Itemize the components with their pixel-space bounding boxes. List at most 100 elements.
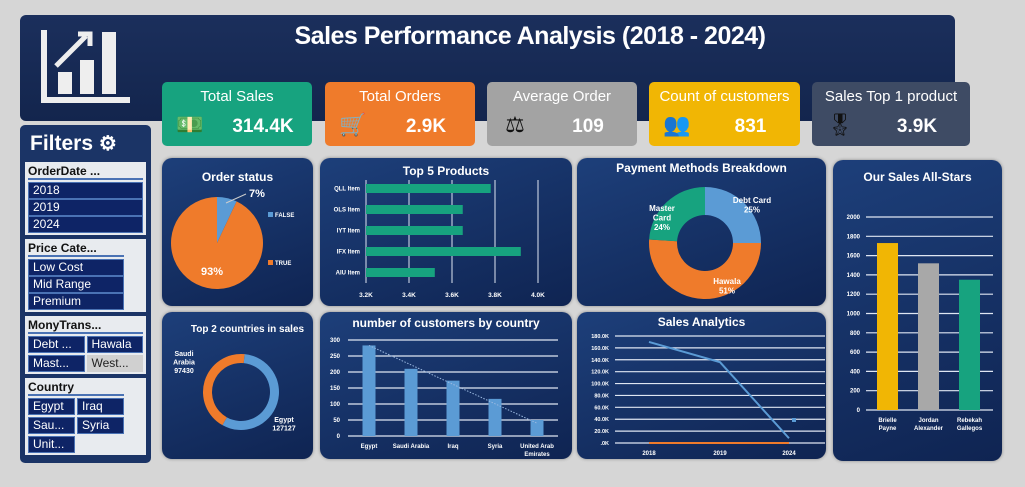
- tick-label: 80.0K: [594, 393, 609, 399]
- tick-label: 800: [850, 331, 861, 337]
- tick-label: 1600: [847, 254, 861, 260]
- top-countries-panel: Top 2 countries in sales Egypt 127127 Saudi…: [162, 312, 313, 459]
- category-label: Rebekah Gallegos: [957, 418, 983, 432]
- slicer-header: Country: [28, 380, 124, 396]
- slicer-header: Price Cate...: [28, 241, 124, 257]
- slicer-price-category: Price Cate... Low Cost Mid Range Premium: [24, 238, 147, 313]
- slice-egypt: [222, 354, 279, 430]
- slice-false: [217, 197, 237, 243]
- slicer-item-low-cost[interactable]: Low Cost: [28, 259, 124, 276]
- tick-label: 1400: [847, 273, 861, 279]
- x-tick-label: 2019: [713, 451, 727, 457]
- category-label: Jordan Alexander: [914, 418, 944, 432]
- tick-label: 200: [850, 389, 861, 395]
- slicer-header: OrderDate ...: [28, 164, 143, 180]
- line-series-sales: [648, 340, 790, 439]
- bar-iraq: [446, 380, 460, 436]
- kpi-card-count-of-customers: Count of customers 👥 831: [649, 82, 800, 146]
- leader-line: [225, 193, 247, 204]
- tick-label: 1000: [847, 312, 861, 318]
- payment-methods-panel: Payment Methods Breakdown Debt Card 25% Haw…: [577, 158, 826, 306]
- kpi-label: Average Order: [512, 88, 612, 105]
- slicer-item-egypt[interactable]: Egypt: [28, 398, 75, 415]
- kpi-card-total-orders: Total Orders 🛒 2.9K: [325, 82, 475, 146]
- slicer-item-uae[interactable]: Unit...: [28, 436, 75, 453]
- gears-icon: ⚙: [98, 133, 117, 155]
- kpi-label: Total Orders: [359, 88, 441, 105]
- tick-label: 3.6K: [445, 292, 459, 299]
- sales-analytics-panel: Sales Analytics .0K 20.0K 40.0K 60.0K 80.0K 10…: [577, 312, 826, 459]
- tick-label: 40.0K: [594, 417, 609, 423]
- kpi-value: 109: [572, 116, 604, 137]
- tick-label: 20.0K: [594, 429, 609, 435]
- chart-title: Top 2 countries in sales: [190, 324, 305, 335]
- legend-label: FALSE: [275, 213, 294, 219]
- slicer-item-hawala[interactable]: Hawala: [86, 336, 143, 353]
- filters-title: Filters ⚙: [30, 132, 117, 155]
- tick-label: 200: [330, 370, 341, 376]
- slicer-item-syria[interactable]: Syria: [77, 417, 124, 434]
- kpi-label: Count of customers: [659, 88, 790, 105]
- shopping-cart-icon: 🛒: [339, 112, 367, 137]
- tick-label: 2000: [847, 215, 861, 221]
- category-label: IFX Item: [337, 250, 360, 256]
- kpi-label: Total Sales: [200, 88, 274, 105]
- data-label: Master Card 24%: [649, 204, 675, 232]
- bar-united-arab-emirates: [530, 420, 544, 436]
- tick-label: 250: [330, 354, 341, 360]
- tick-label: 4.0K: [531, 292, 545, 299]
- tick-label: .0K: [600, 441, 609, 447]
- slice-true: [171, 197, 263, 289]
- slicer-item-saudi[interactable]: Sau...: [28, 417, 75, 434]
- slicer-item-premium[interactable]: Premium: [28, 293, 124, 310]
- page-title: Sales Performance Analysis (2018 - 2024): [294, 22, 766, 50]
- sales-all-stars-panel: Our Sales All-Stars 0 200 400 600 800 1000 1200…: [833, 160, 1002, 461]
- analytics-logo-icon: [41, 30, 130, 103]
- slicer-item-debt[interactable]: Debt ...: [28, 336, 85, 353]
- bar-ols-item: [366, 205, 463, 214]
- kpi-card-sales-top-1-product: Sales Top 1 product 🎖 3.9K: [812, 82, 970, 146]
- chart-title: Payment Methods Breakdown: [616, 161, 787, 175]
- award-icon: 🎖: [826, 112, 854, 137]
- kpi-card-average-order: Average Order ⚖ 109: [487, 82, 637, 146]
- tick-label: 3.2K: [359, 292, 373, 299]
- category-label: Saudi Arabia: [393, 444, 430, 450]
- tick-label: 1200: [847, 292, 861, 298]
- slicer-item-mid-range[interactable]: Mid Range: [28, 276, 124, 293]
- kpi-value: 2.9K: [405, 116, 447, 137]
- slicer-header: MonyTrans...: [28, 318, 143, 334]
- tick-label: 120.0K: [591, 370, 609, 376]
- top-products-panel: Top 5 Products 3.2K 3.4K 3.6K 3.8K 4.0K QLL It…: [320, 158, 572, 306]
- data-label: Debt Card 25%: [733, 196, 771, 215]
- kpi-value: 314.4K: [232, 116, 294, 137]
- bar-rebekah-gallegos: [959, 279, 980, 410]
- kpi-card-total-sales: Total Sales 💵 314.4K: [162, 82, 312, 146]
- category-label: AIU Item: [336, 271, 360, 277]
- bar-jordan-alexander: [918, 263, 939, 410]
- slicer-item-western[interactable]: West...: [86, 355, 143, 372]
- slicer-item-2019[interactable]: 2019: [28, 199, 143, 216]
- bar-iyt-item: [366, 226, 463, 235]
- slicer-item-master[interactable]: Mast...: [28, 355, 85, 372]
- kpi-label: Sales Top 1 product: [824, 88, 958, 105]
- category-label: Brielle Payne: [878, 418, 897, 432]
- chart-title: Top 5 Products: [402, 164, 490, 178]
- bar-brielle-payne: [877, 243, 898, 410]
- customers-icon: 👥: [663, 112, 691, 137]
- kpi-value: 831: [734, 116, 767, 137]
- tick-label: 400: [850, 369, 861, 375]
- slicer-order-date: OrderDate ... 2018 2019 2024: [24, 161, 147, 236]
- x-tick-label: 2024: [782, 451, 796, 457]
- legend-label: TRUE: [275, 261, 291, 267]
- tick-label: 100.0K: [591, 382, 609, 388]
- tick-label: 600: [850, 350, 861, 356]
- tick-label: 0: [337, 434, 341, 440]
- slicer-item-2024[interactable]: 2024: [28, 216, 143, 233]
- tick-label: 3.4K: [402, 292, 416, 299]
- bar-egypt: [362, 345, 376, 436]
- bar-syria: [488, 398, 502, 436]
- slicer-item-2018[interactable]: 2018: [28, 182, 143, 199]
- tick-label: 140.0K: [591, 358, 609, 364]
- slicer-item-iraq[interactable]: Iraq: [77, 398, 124, 415]
- customers-by-country-panel: number of customers by country 0 50 100 150 2…: [320, 312, 572, 459]
